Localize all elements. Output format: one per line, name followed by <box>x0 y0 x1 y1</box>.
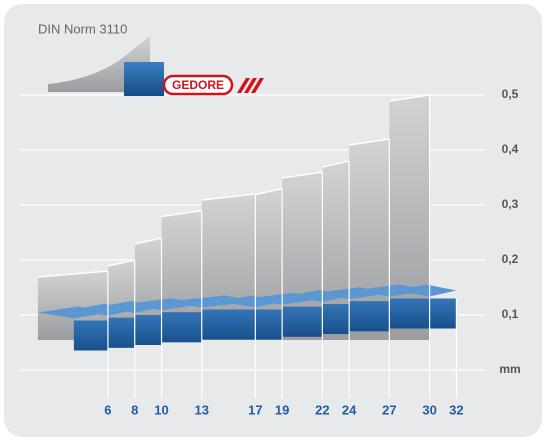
x-tick-label: 30 <box>422 402 436 417</box>
y-tick-label: 0,5 <box>502 87 519 101</box>
din-step-edge <box>389 94 430 102</box>
gedore-shade <box>322 304 350 334</box>
ticks: 0,1 0,2 0,3 0,4 0,5 6 8 10 13 17 19 22 24 27 30 32 <box>104 87 518 417</box>
gedore-shade <box>429 298 457 329</box>
marks <box>37 94 457 351</box>
x-tick-label: 22 <box>315 402 329 417</box>
gedore-top <box>165 295 256 308</box>
x-tick-label: 13 <box>195 402 209 417</box>
gedore-logo <box>162 74 234 96</box>
din-step-edge <box>255 187 283 196</box>
gedore-shade <box>161 312 202 343</box>
x-tick-label: 32 <box>449 402 463 417</box>
x-unit-label: mm <box>499 362 520 376</box>
y-tick-label: 0,2 <box>502 252 519 266</box>
x-tick-label: 19 <box>275 402 289 417</box>
legend-blue-shape <box>124 62 164 96</box>
x-tick-label: 17 <box>248 402 262 417</box>
din-step-edge <box>107 259 135 267</box>
din-step-edge <box>282 171 323 179</box>
legend-gedore: GEDORE <box>172 78 224 92</box>
gedore-top <box>393 284 457 297</box>
y-tick-label: 0,1 <box>502 307 519 321</box>
din-step <box>134 238 162 340</box>
x-tick-label: 6 <box>104 402 111 417</box>
din-step-edge <box>201 193 256 201</box>
gedore-shade <box>73 320 108 351</box>
x-tick-label: 10 <box>154 402 168 417</box>
gedore-shade <box>255 309 283 340</box>
din-step <box>389 95 430 340</box>
x-tick-label: 8 <box>131 402 138 417</box>
y-tick-label: 0,3 <box>502 197 519 211</box>
din-step-edge <box>322 160 350 168</box>
gedore-shade <box>389 298 430 329</box>
x-tick-label: 24 <box>342 402 357 417</box>
gedore-shade <box>349 301 390 332</box>
din-step-edge <box>161 209 202 218</box>
din-step-edge <box>349 138 390 146</box>
logo-stripes <box>237 78 264 93</box>
gedore-shade <box>107 317 135 348</box>
gedore-shade <box>282 306 323 337</box>
y-tick-label: 0,4 <box>502 142 519 156</box>
x-tick-label: 27 <box>382 402 396 417</box>
din-step-edge <box>37 270 108 278</box>
gedore-shade <box>134 315 162 345</box>
gedore-shade <box>201 309 256 340</box>
din-step-edge <box>134 237 162 245</box>
legend-din: DIN Norm 3110 <box>38 21 127 36</box>
